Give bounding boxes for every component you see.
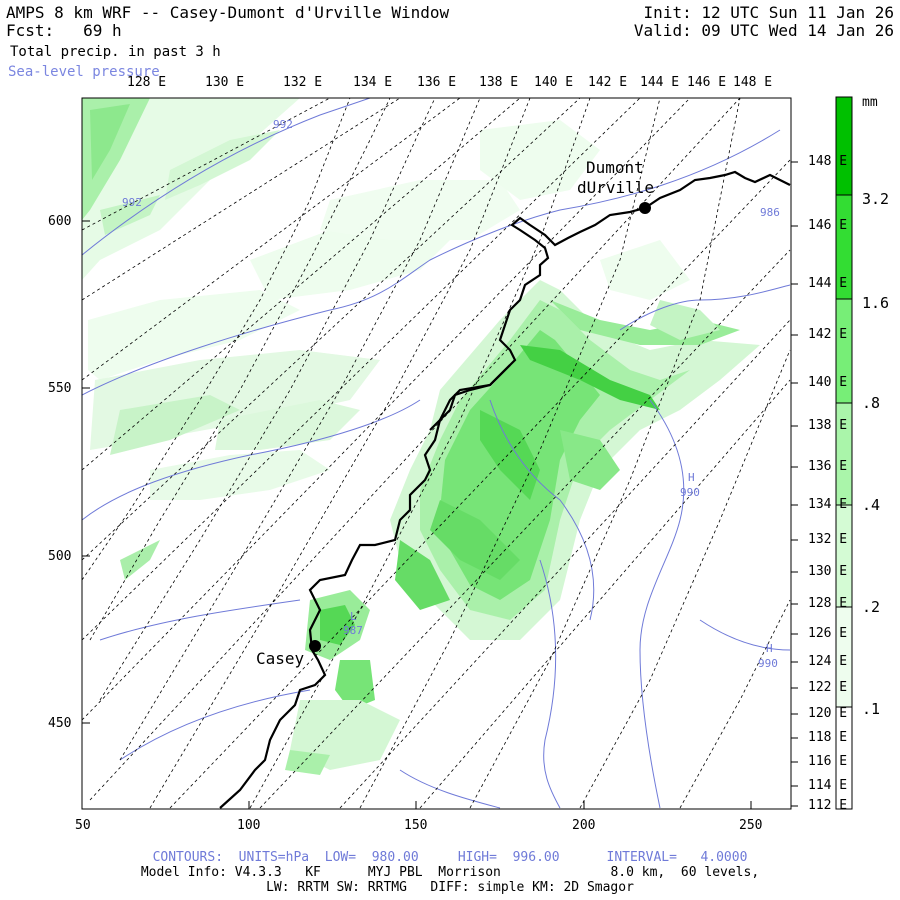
y-axis-label: 450 <box>48 716 72 731</box>
right-lat-label: 128 E <box>808 596 848 611</box>
overlay-label: Sea-level pressure <box>8 64 160 80</box>
top-lon-label: 130 E <box>205 75 245 90</box>
top-lon-label: 146 E <box>687 75 727 90</box>
top-lon-label: 142 E <box>588 75 628 90</box>
top-lon-label: 136 E <box>417 75 457 90</box>
legend-level: .8 <box>862 394 881 412</box>
forecast-hour: Fcst: 69 h <box>6 21 122 40</box>
left-ticks <box>82 220 90 724</box>
y-axis-label: 600 <box>48 214 72 229</box>
right-lat-label: 124 E <box>808 654 848 669</box>
isobar-label: 990 <box>758 657 778 670</box>
top-lon-label: 132 E <box>283 75 323 90</box>
right-lat-label: 114 E <box>808 778 848 793</box>
isobar-label: 990 <box>680 486 700 499</box>
right-lat-label: 112 E <box>808 798 848 813</box>
physics-info: LW: RRTM SW: RRTMG DIFF: simple KM: 2D S… <box>266 880 634 895</box>
legend-level: 3.2 <box>862 190 890 208</box>
isobar-label: 992 <box>122 196 142 209</box>
legend-unit: mm <box>862 95 878 110</box>
isobars <box>82 98 791 809</box>
right-lat-label: 134 E <box>808 497 848 512</box>
x-axis-label: 50 <box>75 818 91 833</box>
right-lat-label: 148 E <box>808 154 848 169</box>
legend-level: 1.6 <box>862 294 890 312</box>
station-label-casey: Casey <box>256 649 305 668</box>
station-marker-dumont <box>639 202 651 214</box>
top-lon-label: 128 E <box>127 75 167 90</box>
station-marker-casey <box>309 640 321 652</box>
x-axis-label: 100 <box>237 818 261 833</box>
valid-time: Valid: 09 UTC Wed 14 Jan 26 <box>633 21 894 40</box>
right-lat-label: 144 E <box>808 276 848 291</box>
top-lon-label: 148 E <box>733 75 773 90</box>
top-lon-label: 138 E <box>479 75 519 90</box>
right-lat-label: 118 E <box>808 730 848 745</box>
legend-level: .4 <box>862 496 881 514</box>
right-lat-label: 138 E <box>808 418 848 433</box>
plot-title: AMPS 8 km WRF -- Casey-Dumont d'Urville … <box>6 3 450 22</box>
right-lat-label: 146 E <box>808 218 848 233</box>
init-time: Init: 12 UTC Sun 11 Jan 26 <box>643 3 894 22</box>
right-lat-label: 116 E <box>808 754 848 769</box>
right-lat-label: 132 E <box>808 532 848 547</box>
high-marker: H <box>766 642 773 655</box>
high-marker: H <box>688 471 695 484</box>
right-ticks <box>791 161 798 807</box>
y-axis-label: 550 <box>48 381 72 396</box>
x-axis-label: 250 <box>739 818 763 833</box>
right-lat-label: 122 E <box>808 680 848 695</box>
right-lat-label: 142 E <box>808 327 848 342</box>
precip-shading <box>82 98 760 775</box>
legend-level: .2 <box>862 598 881 616</box>
top-lon-label: 140 E <box>534 75 574 90</box>
right-lat-label: 136 E <box>808 459 848 474</box>
top-lon-label: 134 E <box>353 75 393 90</box>
y-axis-label: 500 <box>48 549 72 564</box>
x-axis-label: 200 <box>572 818 596 833</box>
right-lat-label: 120 E <box>808 706 848 721</box>
model-info: Model Info: V4.3.3 KF MYJ PBL Morrison 8… <box>140 865 760 880</box>
isobar-label: 986 <box>760 206 780 219</box>
low-marker: L <box>350 610 357 623</box>
right-lat-label: 140 E <box>808 375 848 390</box>
station-label-dumont: Dumont <box>586 158 644 177</box>
variable-label: Total precip. in past 3 h <box>10 44 221 60</box>
right-lat-label: 130 E <box>808 564 848 579</box>
bottom-ticks <box>81 801 752 809</box>
x-axis-label: 150 <box>404 818 428 833</box>
isobar-label: 992 <box>273 118 293 131</box>
top-lon-label: 144 E <box>640 75 680 90</box>
right-lat-label: 126 E <box>808 626 848 641</box>
map-frame <box>81 97 792 810</box>
station-label-durville: dUrville <box>577 178 654 197</box>
legend-colorbar <box>835 96 853 810</box>
legend-level: .1 <box>862 700 881 718</box>
isobar-label: 987 <box>343 624 363 637</box>
contour-info: CONTOURS: UNITS=hPa LOW= 980.00 HIGH= 99… <box>152 850 748 865</box>
